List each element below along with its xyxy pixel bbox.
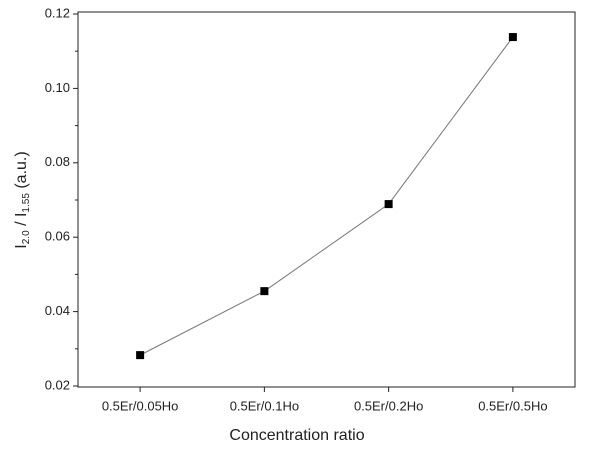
y-tick-label: 0.04 <box>45 303 70 318</box>
marker <box>384 200 393 209</box>
marker <box>136 351 145 360</box>
plot-frame <box>77 11 576 388</box>
y-axis-title: I2.0 / I1.55 (a.u.) <box>13 151 31 248</box>
y-title-part: I <box>13 244 30 248</box>
y-title-part: / I <box>13 213 30 231</box>
y-tick-label: 0.10 <box>45 80 70 95</box>
x-tick-label: 0.5Er/0.2Ho <box>354 398 423 413</box>
x-tick-label: 0.5Er/0.1Ho <box>230 398 299 413</box>
x-tick-label: 0.5Er/0.05Ho <box>102 398 179 413</box>
y-tick-label: 0.06 <box>45 229 70 244</box>
marker <box>508 33 517 42</box>
y-tick-label: 0.08 <box>45 154 70 169</box>
y-tick-label: 0.12 <box>45 5 70 20</box>
data-line <box>139 36 514 356</box>
y-title-sub: 1.55 <box>21 193 32 213</box>
y-title-part: (a.u.) <box>13 151 30 193</box>
y-title-sub: 2.0 <box>21 230 32 244</box>
marker <box>260 287 269 296</box>
y-tick-label: 0.02 <box>45 377 70 392</box>
x-axis-title: Concentration ratio <box>229 427 364 444</box>
x-tick-label: 0.5Er/0.5Ho <box>478 398 547 413</box>
